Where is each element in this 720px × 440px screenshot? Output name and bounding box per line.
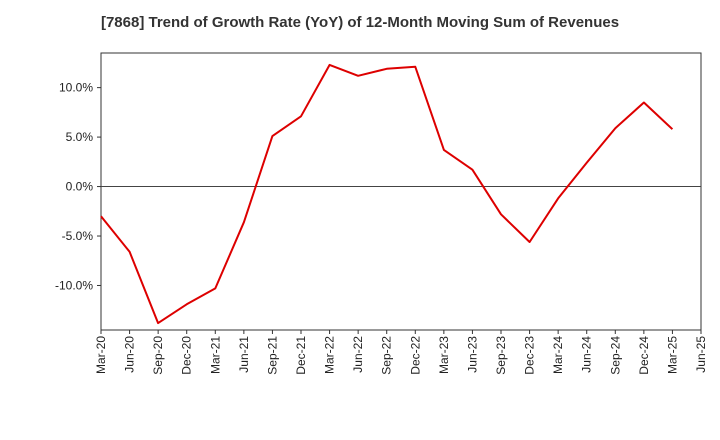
x-tick-label: Jun-25 bbox=[694, 336, 708, 373]
x-tick-label: Dec-23 bbox=[523, 336, 537, 375]
x-tick-label: Jun-24 bbox=[580, 336, 594, 373]
y-tick-label: -10.0% bbox=[55, 278, 93, 292]
x-tick-label: Dec-21 bbox=[294, 336, 308, 375]
x-tick-label: Mar-24 bbox=[551, 336, 565, 374]
x-tick-label: Mar-25 bbox=[665, 336, 679, 374]
x-tick-label: Dec-24 bbox=[637, 336, 651, 375]
x-tick-label: Jun-21 bbox=[237, 336, 251, 373]
y-tick-label: 5.0% bbox=[66, 130, 94, 144]
x-tick-label: Mar-21 bbox=[208, 336, 222, 374]
tick-labels: 10.0% 5.0% 0.0% -5.0% -10.0% Mar-20 Jun-20 Sep-… bbox=[55, 81, 708, 375]
x-tick-label: Sep-20 bbox=[151, 336, 165, 375]
x-tick-label: Jun-23 bbox=[465, 336, 479, 373]
x-tick-label: Mar-23 bbox=[437, 336, 451, 374]
plot-frame bbox=[100, 52, 702, 331]
y-tick-label: 0.0% bbox=[66, 180, 94, 194]
x-tick-label: Jun-20 bbox=[123, 336, 137, 373]
series-layer bbox=[100, 63, 674, 325]
x-tick-label: Mar-22 bbox=[323, 336, 337, 374]
y-tick-label: 10.0% bbox=[59, 81, 93, 95]
x-tick-label: Sep-24 bbox=[608, 336, 622, 375]
x-tick-label: Sep-21 bbox=[265, 336, 279, 375]
x-tick-label: Dec-22 bbox=[408, 336, 422, 375]
axes bbox=[97, 52, 702, 334]
x-tick-label: Sep-23 bbox=[494, 336, 508, 375]
x-tick-label: Dec-20 bbox=[180, 336, 194, 375]
x-tick-label: Sep-22 bbox=[380, 336, 394, 375]
y-tick-label: -5.0% bbox=[62, 229, 94, 243]
x-tick-label: Jun-22 bbox=[351, 336, 365, 373]
x-tick-label: Mar-20 bbox=[94, 336, 108, 374]
chart-title: [7868] Trend of Growth Rate (YoY) of 12-… bbox=[100, 14, 620, 31]
series-line bbox=[100, 63, 674, 325]
